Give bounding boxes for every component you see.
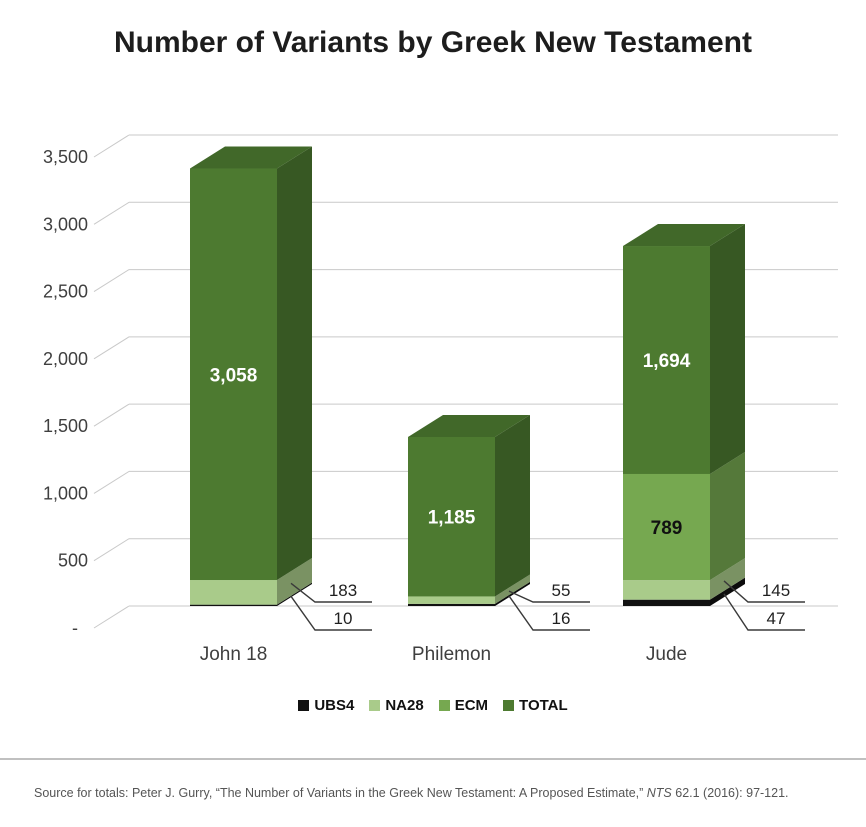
callout-leader-line xyxy=(723,580,805,603)
bar-top-face xyxy=(623,224,745,247)
callout-leader-line xyxy=(723,593,805,631)
footer-divider xyxy=(0,758,866,760)
y-axis-tick-label: 3,000 xyxy=(43,214,88,234)
grid-line-diagonal xyxy=(93,201,130,225)
y-axis-tick-label: 1,500 xyxy=(43,416,88,436)
bar-segment-total xyxy=(408,436,495,597)
callout-value-label: 183 xyxy=(329,581,357,600)
bar-top-face xyxy=(408,414,530,437)
bar-value-label: 1,185 xyxy=(428,508,476,529)
y-axis-tick-label: 500 xyxy=(58,551,88,571)
grid-line-diagonal xyxy=(93,336,130,360)
category-label: Philemon xyxy=(412,644,491,665)
bar-top-face xyxy=(190,146,312,169)
source-text: Source for totals: Peter J. Gurry, “The … xyxy=(34,786,647,800)
y-axis-tick-label: - xyxy=(72,618,78,638)
callout-leader-line xyxy=(508,590,590,603)
category-label: Jude xyxy=(646,644,687,665)
grid-line-diagonal xyxy=(93,538,130,562)
grid-line-diagonal xyxy=(93,269,130,292)
bar-side-face xyxy=(710,451,745,581)
bar-segment-na28 xyxy=(623,580,710,600)
legend-item-ubs4: UBS4 xyxy=(298,697,354,714)
y-axis-tick-label: 1,000 xyxy=(43,483,88,503)
source-citation: Source for totals: Peter J. Gurry, “The … xyxy=(34,786,789,800)
legend-swatch-na28 xyxy=(369,700,381,711)
chart-canvas: 3,500 3,000 2,500 2,000 1,500 1,000 500 - 3,058 1… xyxy=(43,134,838,665)
bar-value-label: 789 xyxy=(651,518,683,539)
legend-label: TOTAL xyxy=(519,697,568,714)
y-axis-tick-label: 3,500 xyxy=(43,147,88,167)
bar-side-face xyxy=(495,574,530,604)
bar-side-face xyxy=(495,581,530,606)
grid-line-diagonal xyxy=(93,605,130,629)
bar-side-face xyxy=(710,558,745,600)
legend-label: ECM xyxy=(454,697,489,714)
bar-value-label: 3,058 xyxy=(210,365,258,386)
legend-label: UBS4 xyxy=(314,697,355,714)
legend-label: NA28 xyxy=(385,697,424,714)
grid-line-diagonal xyxy=(93,134,130,158)
grid-line-diagonal xyxy=(93,403,130,427)
bar-segment-total xyxy=(190,168,277,581)
bar-side-face xyxy=(277,558,312,605)
callout-value-label: 145 xyxy=(762,581,790,600)
legend-swatch-ubs4 xyxy=(298,700,310,711)
legend-item-na28: NA28 xyxy=(369,697,424,714)
chart-legend: UBS4 NA28 ECM TOTAL xyxy=(0,697,866,714)
bar-segment-na28 xyxy=(408,596,495,604)
y-axis-tick-label: 2,000 xyxy=(43,349,88,369)
bar-side-face xyxy=(710,577,745,606)
y-axis-tick-label: 2,500 xyxy=(43,282,88,302)
callout-leader-line xyxy=(508,595,590,631)
source-journal-name: NTS xyxy=(646,786,672,800)
callout-leader-line xyxy=(290,582,372,603)
bar-segment-ubs4 xyxy=(408,603,495,606)
bar-side-face xyxy=(277,146,312,581)
bar-segment-ecm xyxy=(623,473,710,581)
bar-segment-ubs4 xyxy=(190,604,277,606)
bar-side-face xyxy=(495,414,530,597)
category-label: John 18 xyxy=(200,644,268,665)
legend-swatch-total xyxy=(503,700,515,711)
callout-value-label: 16 xyxy=(552,609,571,628)
grid-line-diagonal xyxy=(93,471,130,494)
bar-segment-na28 xyxy=(190,580,277,605)
legend-swatch-ecm xyxy=(438,700,450,711)
callout-leader-line xyxy=(290,595,372,631)
bar-segment-total xyxy=(623,246,710,474)
bar-value-label: 1,694 xyxy=(643,351,691,372)
chart-title: Number of Variants by Greek New Testamen… xyxy=(114,26,752,59)
bar-segment-ubs4 xyxy=(623,599,710,606)
callout-value-label: 47 xyxy=(767,609,786,628)
bar-side-face xyxy=(710,224,745,474)
callout-value-label: 55 xyxy=(552,581,571,600)
legend-item-ecm: ECM xyxy=(438,697,489,714)
source-text-suffix: 62.1 (2016): 97-121. xyxy=(671,786,789,800)
callout-value-label: 10 xyxy=(334,609,353,628)
legend-item-total: TOTAL xyxy=(503,697,568,714)
bar-side-face xyxy=(277,582,312,606)
